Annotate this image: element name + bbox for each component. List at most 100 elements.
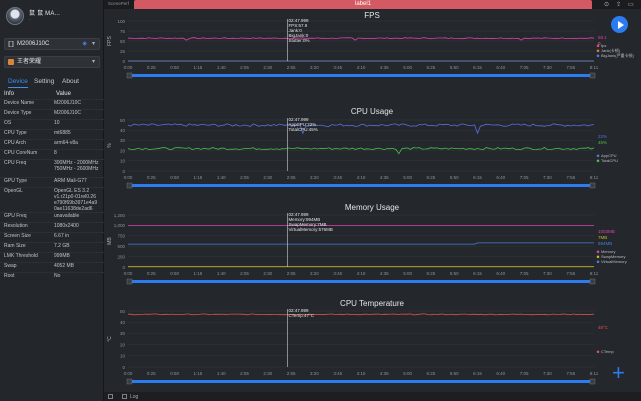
avatar[interactable] xyxy=(6,7,24,25)
x-tick-label: 5:50 xyxy=(450,371,459,376)
tooltip-text: BigJank:0 xyxy=(288,33,308,38)
sidebar: 鼠 鼠 MA... · M2006J10C ◈ ▾ 王者荣耀 ▾ Device … xyxy=(0,0,104,401)
y-axis-label: % xyxy=(107,143,113,148)
y-tick-label: 1,250 xyxy=(114,213,126,218)
x-tick-label: 5:00 xyxy=(403,65,412,70)
x-tick-label: 1:15 xyxy=(194,371,203,376)
chart-panel-1: CPU Usage% 0 10 20 30 40 50 0:00 0:25 0:50 1:15 1:4… xyxy=(107,107,618,189)
y-tick-label: 0 xyxy=(122,265,125,270)
chevron-down-icon: ▾ xyxy=(91,59,95,65)
folder-icon[interactable]: ▭ xyxy=(628,2,634,8)
info-row: Resolution 1080x2400 xyxy=(0,222,104,233)
x-tick-label: 2:30 xyxy=(263,271,272,276)
info-row: GPU Type ARM Mali-G77 xyxy=(0,177,104,188)
series-line-virtualmemory xyxy=(128,242,594,245)
info-value: arm64-v8a xyxy=(52,139,104,150)
x-tick-label: 3:20 xyxy=(310,175,319,180)
x-tick-label: 3:20 xyxy=(310,371,319,376)
x-tick-label: 2:55 xyxy=(287,175,296,180)
tooltip-text: Stutter:0% xyxy=(288,38,309,43)
legend-marker xyxy=(596,159,600,163)
legend-marker xyxy=(596,154,600,158)
legend-marker xyxy=(596,350,600,354)
x-tick-label: 5:25 xyxy=(427,271,436,276)
info-value: 300MHz - 2000MHz 750MHz - 2600MHz xyxy=(52,159,104,178)
x-tick-label: 2:55 xyxy=(287,271,296,276)
tab-setting[interactable]: Setting xyxy=(34,78,55,85)
info-value: 8 xyxy=(52,149,104,160)
user-profile[interactable]: 鼠 鼠 MA... · xyxy=(4,6,102,28)
legend-entry: TotalCPU xyxy=(601,158,618,163)
expand-checkbox[interactable] xyxy=(108,394,113,399)
info-value: 7.2 GB xyxy=(52,242,104,253)
info-key: CPU Arch xyxy=(0,139,52,150)
legend-marker xyxy=(596,49,600,53)
label-tab[interactable]: label1 xyxy=(134,0,592,9)
info-row: Root No xyxy=(0,272,104,283)
x-tick-label: 1:15 xyxy=(194,175,203,180)
tooltip-text: CTemp:47°C xyxy=(288,313,314,318)
time-scrollbar xyxy=(128,184,594,187)
info-key: OS xyxy=(0,119,52,130)
info-value: 999MB xyxy=(52,252,104,263)
device-selector[interactable]: M2006J10C ◈ ▾ xyxy=(4,38,100,50)
x-tick-label: 2:05 xyxy=(240,65,249,70)
x-tick-label: 3:45 xyxy=(333,175,342,180)
profile-name: 鼠 鼠 MA... xyxy=(29,11,61,17)
x-tick-label: 8:11 xyxy=(590,371,599,376)
device-selector-value: M2006J10C xyxy=(17,41,50,47)
legend-entry: fps xyxy=(601,43,606,48)
info-table-header: Info Value xyxy=(0,90,104,99)
x-tick-label: 8:11 xyxy=(590,271,599,276)
log-label: Log xyxy=(130,393,139,400)
y-tick-label: 10 xyxy=(120,159,126,164)
chart-title: Memory Usage xyxy=(345,203,400,212)
x-tick-label: 0:50 xyxy=(170,271,179,276)
chart-panel-2: Memory Usage MB 0 250 500 750 1,000 1,250 0:00 0:… xyxy=(107,203,627,285)
info-row: LMK Threshold 999MB xyxy=(0,252,104,263)
x-tick-label: 0:50 xyxy=(170,175,179,180)
info-key: Screen Size xyxy=(0,232,52,243)
info-row: Ram Size 7.2 GB xyxy=(0,242,104,253)
x-tick-label: 4:10 xyxy=(357,271,366,276)
upload-icon[interactable]: ⇪ xyxy=(616,2,622,8)
legend-marker xyxy=(596,260,600,264)
tab-about[interactable]: About xyxy=(62,78,79,85)
phone-icon xyxy=(8,41,14,47)
y-tick-label: 10 xyxy=(120,354,126,359)
info-key: Swap xyxy=(0,262,52,273)
x-tick-label: 5:50 xyxy=(450,271,459,276)
y-tick-label: 50 xyxy=(120,39,126,44)
x-tick-label: 6:15 xyxy=(473,371,482,376)
info-row: Device Name M2006J10C xyxy=(0,99,104,110)
chevron-down-icon: ▾ xyxy=(91,41,95,47)
info-header-value: Value xyxy=(56,91,71,97)
x-tick-label: 4:35 xyxy=(380,371,389,376)
y-tick-label: 50 xyxy=(120,309,126,314)
info-key: CPU CoreNum xyxy=(0,149,52,160)
add-chart-button[interactable]: + xyxy=(612,360,625,385)
app-selector[interactable]: 王者荣耀 ▾ xyxy=(4,56,100,68)
y-tick-label: 20 xyxy=(120,148,126,153)
play-button[interactable] xyxy=(611,16,628,33)
info-value: M2006J10C xyxy=(52,99,104,110)
log-checkbox[interactable] xyxy=(122,394,127,399)
tab-device[interactable]: Device xyxy=(8,77,28,88)
x-tick-label: 7:30 xyxy=(543,371,552,376)
x-tick-label: 7:55 xyxy=(566,271,575,276)
legend-entry: CTemp xyxy=(601,349,614,354)
x-tick-label: 6:40 xyxy=(496,65,505,70)
x-tick-label: 1:40 xyxy=(217,175,226,180)
scroll-handle-right xyxy=(589,72,596,79)
tooltip-text: 02:47.999 xyxy=(288,308,309,313)
x-tick-label: 2:30 xyxy=(263,175,272,180)
device-info-table: Device Name M2006J10C Device Type M2006J10C… xyxy=(0,99,104,283)
x-tick-label: 1:40 xyxy=(217,371,226,376)
info-value: 10 xyxy=(52,119,104,130)
y-tick-label: 500 xyxy=(117,244,125,249)
info-row: CPU Freq 300MHz - 2000MHz 750MHz - 2600MHz xyxy=(0,159,104,178)
x-tick-label: 0:00 xyxy=(124,271,133,276)
current-value-label: 48°C xyxy=(598,325,609,330)
scroll-handle-right xyxy=(589,278,596,285)
location-icon[interactable]: ⊙ xyxy=(604,2,610,8)
